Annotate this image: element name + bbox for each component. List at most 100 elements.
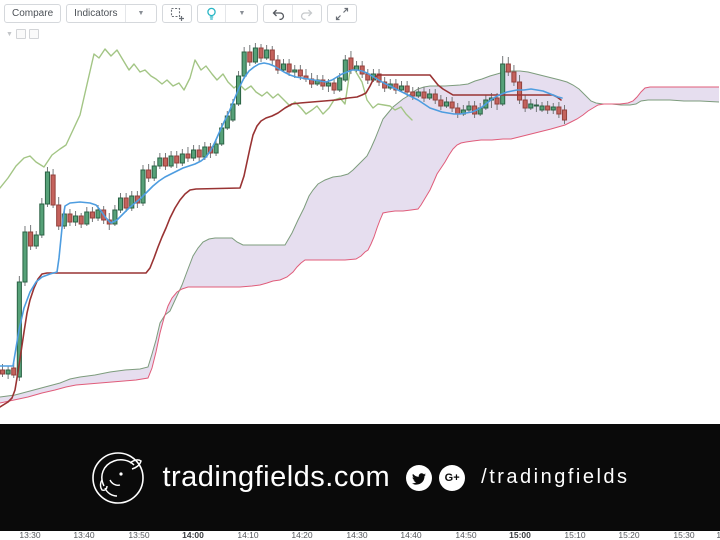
- candle-body: [376, 73, 382, 83]
- kumo-cloud: [0, 71, 719, 403]
- candle-body: [505, 63, 511, 73]
- time-axis[interactable]: 13:30 13:40 13:50 14:00 14:10 14:20 14:30 14:40…: [0, 531, 720, 540]
- selection-add-icon: [163, 5, 191, 22]
- twitter-icon[interactable]: [406, 464, 433, 491]
- candle-body: [443, 101, 450, 107]
- candle-body: [286, 63, 292, 73]
- candle-body: [67, 213, 73, 223]
- candle-body: [39, 203, 45, 236]
- time-tick: 15:20: [618, 530, 640, 540]
- candle-body: [522, 99, 528, 109]
- candle-body: [213, 143, 219, 154]
- candle-body: [179, 153, 185, 164]
- candle-body: [550, 106, 556, 111]
- candle-body: [511, 71, 517, 83]
- candle-body: [247, 51, 253, 63]
- undo-arrow-icon: [272, 9, 285, 20]
- legend-eye-icon[interactable]: [15, 29, 26, 39]
- compare-button[interactable]: Compare: [4, 4, 62, 23]
- candle-body: [320, 79, 326, 87]
- time-tick: 14:40: [400, 530, 422, 540]
- time-tick: 13:50: [128, 530, 150, 540]
- candle-body: [269, 49, 275, 61]
- candle-body: [337, 77, 343, 91]
- candle-body: [539, 105, 545, 111]
- ideas-button[interactable]: ▼: [197, 4, 259, 23]
- candle-body: [449, 101, 455, 109]
- fullscreen-icon: [328, 5, 356, 22]
- candle-body: [33, 234, 39, 247]
- time-tick: 13:40: [73, 530, 95, 540]
- time-tick: 14:00: [182, 530, 204, 540]
- candle-body: [528, 103, 534, 109]
- indicators-button[interactable]: Indicators ▼: [66, 4, 158, 23]
- candle-body: [174, 155, 180, 164]
- candle-body: [56, 204, 62, 227]
- legend-settings-icon[interactable]: [28, 29, 39, 39]
- indicators-dropdown[interactable]: ▼: [124, 5, 157, 22]
- candle-body: [516, 81, 523, 101]
- candle-body: [297, 69, 303, 77]
- candle-body: [168, 155, 174, 167]
- candle-body: [432, 93, 438, 101]
- google-plus-icon[interactable]: G+: [439, 464, 466, 491]
- candle-body: [146, 169, 152, 179]
- time-tick: 14:50: [455, 530, 477, 540]
- compare-label: Compare: [12, 8, 54, 19]
- time-tick: 14:30: [346, 530, 368, 540]
- candle-body: [5, 369, 11, 375]
- candle-body: [151, 165, 157, 179]
- candle-body: [162, 157, 169, 167]
- candle-body: [275, 59, 281, 71]
- candle-body: [561, 109, 568, 121]
- candle-body: [196, 149, 202, 158]
- time-tick: 13:30: [19, 530, 41, 540]
- legend-collapsed: ▼: [6, 29, 39, 39]
- candle-body: [185, 153, 191, 159]
- candle-body: [140, 169, 146, 204]
- time-tick: 14:10: [237, 530, 259, 540]
- kijun-sen: [0, 74, 562, 408]
- selection-add-button[interactable]: [162, 4, 193, 23]
- candle-body: [157, 157, 163, 167]
- candle-body: [280, 63, 287, 71]
- candle-body: [404, 85, 410, 93]
- candle-body: [117, 197, 124, 211]
- candle-body: [398, 85, 405, 91]
- candle-body: [342, 59, 348, 81]
- senkou-span-a: [0, 70, 720, 398]
- candle-body: [455, 107, 461, 115]
- chevron-down-icon[interactable]: ▼: [6, 30, 13, 38]
- candle-body: [123, 197, 129, 209]
- candle-body: [22, 231, 28, 283]
- chart-toolbar: Compare Indicators ▼ ▼: [4, 4, 358, 23]
- candle-body: [427, 93, 433, 99]
- candle-body: [500, 63, 506, 105]
- candle-body: [556, 106, 562, 115]
- candle-body: [28, 231, 34, 247]
- candle-body: [393, 83, 399, 91]
- candle-body: [44, 171, 51, 205]
- time-tick: 15:00: [509, 530, 531, 540]
- candle-body: [348, 57, 354, 71]
- candle-body: [258, 47, 264, 59]
- candle-body: [129, 195, 135, 209]
- candle-body: [0, 369, 6, 375]
- fullscreen-button[interactable]: [327, 4, 358, 23]
- chevron-down-icon: ▼: [137, 10, 145, 17]
- redo-button[interactable]: [292, 5, 321, 22]
- ideas-dropdown[interactable]: ▼: [225, 5, 257, 22]
- candle-body: [410, 91, 416, 97]
- candle-body: [325, 82, 332, 87]
- undo-button[interactable]: [264, 5, 292, 22]
- candle-body: [264, 49, 270, 59]
- time-tick: 15:30: [673, 530, 695, 540]
- candle-body: [84, 211, 90, 225]
- candle-body: [494, 97, 500, 105]
- indicators-label: Indicators: [74, 8, 118, 19]
- candle-body: [415, 91, 421, 97]
- footer-banner: tradingfields.com G+ /tradingfields: [0, 424, 720, 531]
- candle-body: [50, 174, 56, 206]
